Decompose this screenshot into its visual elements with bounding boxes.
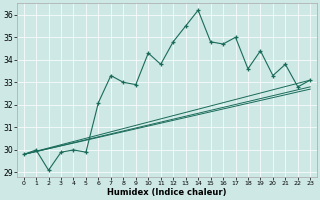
X-axis label: Humidex (Indice chaleur): Humidex (Indice chaleur) bbox=[107, 188, 227, 197]
